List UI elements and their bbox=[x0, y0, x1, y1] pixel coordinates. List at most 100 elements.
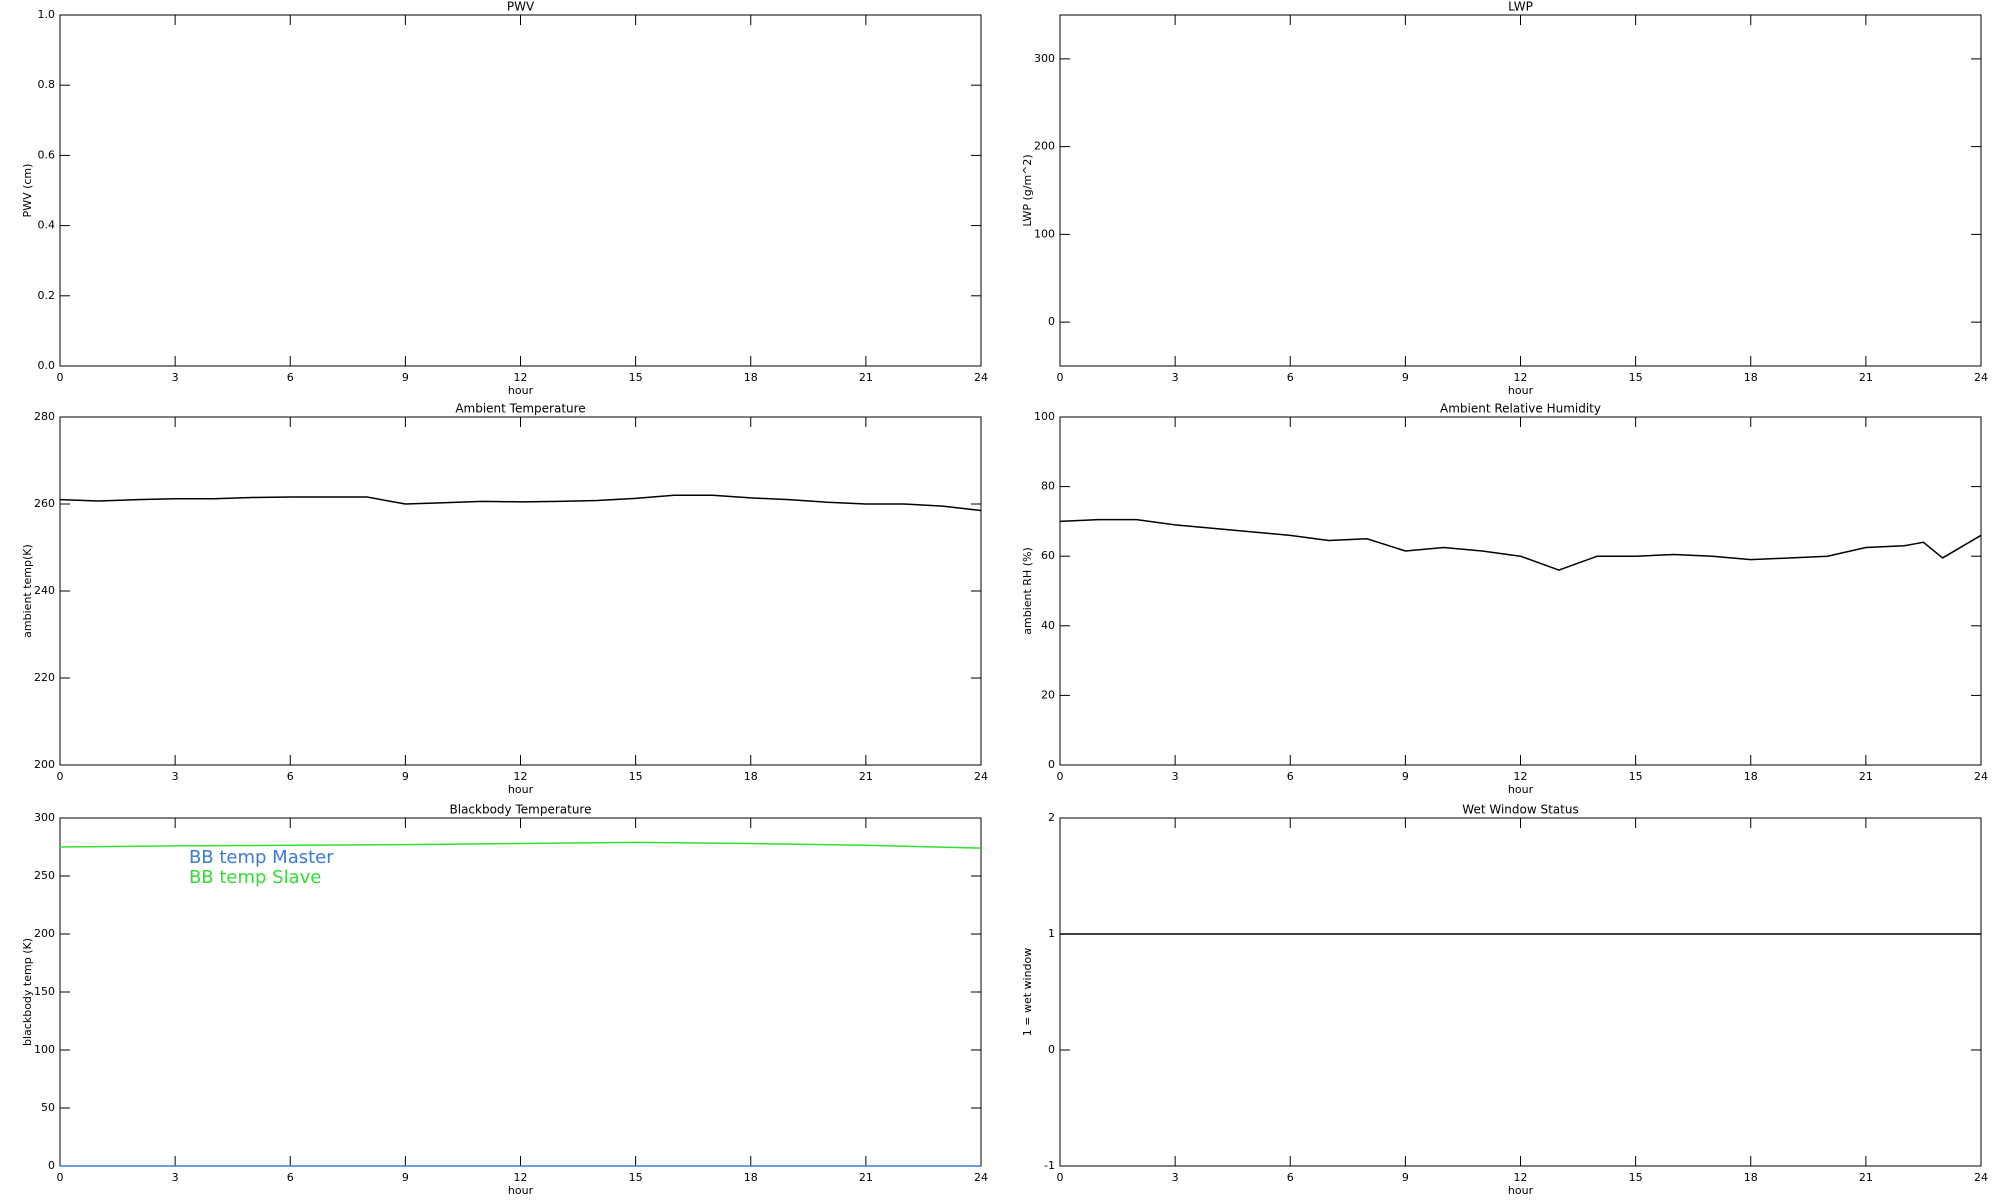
y-tick-label: 200 bbox=[34, 758, 55, 771]
x-tick-label: 15 bbox=[629, 1171, 643, 1184]
plot-frame bbox=[59, 416, 982, 766]
x-tick-label: 24 bbox=[974, 770, 988, 783]
y-tick-label: 0.8 bbox=[38, 78, 56, 91]
x-tick-label: 24 bbox=[1974, 1171, 1988, 1184]
x-tick-label: 3 bbox=[172, 770, 179, 783]
y-axis-label: LWP (g/m^2) bbox=[1021, 154, 1034, 226]
y-tick-label: 2 bbox=[1048, 811, 1055, 824]
x-tick-label: 0 bbox=[1057, 770, 1064, 783]
x-tick-label: 24 bbox=[1974, 371, 1988, 384]
x-tick-label: 9 bbox=[1402, 371, 1409, 384]
y-tick-label: 1 bbox=[1048, 927, 1055, 940]
x-tick-label: 12 bbox=[514, 371, 528, 384]
plot-frame bbox=[1059, 14, 1982, 367]
data-line bbox=[1059, 518, 1982, 571]
x-tick-label: 3 bbox=[172, 371, 179, 384]
x-tick-label: 12 bbox=[1514, 770, 1528, 783]
chart-panel: LWP hour LWP (g/m^2) 0 3 6 9 12 15 18 21 24 0 100 200 3… bbox=[1021, 0, 1988, 397]
y-tick-label: 100 bbox=[34, 1043, 55, 1056]
x-axis-label: hour bbox=[1508, 384, 1534, 397]
x-tick-label: 18 bbox=[744, 1171, 758, 1184]
x-tick-label: 15 bbox=[1629, 371, 1643, 384]
x-tick-label: 21 bbox=[859, 371, 873, 384]
plot-frame bbox=[1059, 416, 1982, 766]
x-axis-label: hour bbox=[508, 384, 534, 397]
y-tick-label: 0 bbox=[1048, 758, 1055, 771]
y-tick-label: 250 bbox=[34, 869, 55, 882]
x-axis-label: hour bbox=[1508, 1184, 1534, 1197]
chart-panel: Ambient Temperature hour ambient temp(K) 0 3… bbox=[21, 402, 988, 797]
chart-panel: Wet Window Status hour 1 = wet window 0 3 6 9 1… bbox=[1021, 803, 1988, 1198]
x-tick-label: 9 bbox=[402, 371, 409, 384]
x-tick-label: 6 bbox=[1287, 371, 1294, 384]
y-tick-label: 0.0 bbox=[38, 359, 56, 372]
y-tick-label: 40 bbox=[1041, 619, 1055, 632]
x-tick-label: 3 bbox=[172, 1171, 179, 1184]
x-tick-label: 15 bbox=[629, 371, 643, 384]
x-axis-label: hour bbox=[508, 783, 534, 796]
chart-title: PWV bbox=[507, 0, 535, 14]
y-tick-label: 1.0 bbox=[38, 8, 56, 21]
x-tick-label: 18 bbox=[1744, 371, 1758, 384]
x-tick-label: 0 bbox=[57, 770, 64, 783]
x-tick-label: 21 bbox=[859, 1171, 873, 1184]
x-tick-label: 12 bbox=[1514, 1171, 1528, 1184]
x-tick-label: 18 bbox=[1744, 1171, 1758, 1184]
y-axis-label: PWV (cm) bbox=[21, 164, 34, 218]
y-tick-label: 0 bbox=[48, 1159, 55, 1172]
x-tick-label: 9 bbox=[1402, 1171, 1409, 1184]
y-tick-label: 0.4 bbox=[38, 219, 56, 232]
y-tick-label: 220 bbox=[34, 671, 55, 684]
x-tick-label: 6 bbox=[1287, 1171, 1294, 1184]
y-tick-label: 0.2 bbox=[38, 289, 56, 302]
y-axis-label: ambient RH (%) bbox=[1021, 547, 1034, 635]
y-axis-label: blackbody temp (K) bbox=[21, 938, 34, 1046]
y-tick-label: 0 bbox=[1048, 1043, 1055, 1056]
x-tick-label: 18 bbox=[744, 371, 758, 384]
x-tick-label: 9 bbox=[1402, 770, 1409, 783]
y-axis-label: 1 = wet window bbox=[1021, 948, 1034, 1037]
y-tick-label: 260 bbox=[34, 497, 55, 510]
chart-title: LWP bbox=[1508, 0, 1533, 14]
x-tick-label: 12 bbox=[514, 1171, 528, 1184]
x-axis-label: hour bbox=[508, 1184, 534, 1197]
x-tick-label: 12 bbox=[1514, 371, 1528, 384]
y-tick-label: 280 bbox=[34, 410, 55, 423]
y-tick-label: 0 bbox=[1048, 315, 1055, 328]
x-tick-label: 24 bbox=[974, 1171, 988, 1184]
x-tick-label: 15 bbox=[629, 770, 643, 783]
x-axis-label: hour bbox=[1508, 783, 1534, 796]
x-tick-label: 0 bbox=[1057, 371, 1064, 384]
x-tick-label: 0 bbox=[57, 371, 64, 384]
x-tick-label: 3 bbox=[1172, 371, 1179, 384]
x-tick-label: 6 bbox=[1287, 770, 1294, 783]
y-tick-label: 80 bbox=[1041, 480, 1055, 493]
x-tick-label: 24 bbox=[974, 371, 988, 384]
y-tick-label: 200 bbox=[34, 927, 55, 940]
x-tick-label: 3 bbox=[1172, 1171, 1179, 1184]
chart-panel: Blackbody Temperature hour blackbody temp … bbox=[21, 803, 988, 1198]
x-tick-label: 15 bbox=[1629, 770, 1643, 783]
y-tick-label: 0.6 bbox=[38, 148, 56, 161]
data-line bbox=[59, 841, 982, 849]
x-tick-label: 6 bbox=[287, 1171, 294, 1184]
y-tick-label: 240 bbox=[34, 584, 55, 597]
plot-frame bbox=[1059, 817, 1982, 1167]
chart-panel: PWV hour PWV (cm) 0 3 6 9 12 15 18 21 24 0.0 0.2 0.4 0.… bbox=[21, 0, 988, 397]
x-tick-label: 21 bbox=[859, 770, 873, 783]
legend-entry: BB temp Slave bbox=[189, 867, 321, 888]
x-tick-label: 0 bbox=[57, 1171, 64, 1184]
chart-title: Ambient Relative Humidity bbox=[1440, 402, 1601, 416]
x-tick-label: 15 bbox=[1629, 1171, 1643, 1184]
x-tick-label: 21 bbox=[1859, 371, 1873, 384]
x-tick-label: 18 bbox=[744, 770, 758, 783]
y-tick-label: 60 bbox=[1041, 549, 1055, 562]
chart-title: Blackbody Temperature bbox=[450, 803, 592, 817]
chart-panel: Ambient Relative Humidity hour ambient RH … bbox=[1021, 402, 1988, 797]
y-tick-label: 200 bbox=[1034, 140, 1055, 153]
chart-title: Ambient Temperature bbox=[455, 402, 585, 416]
y-tick-label: 50 bbox=[41, 1101, 55, 1114]
y-tick-label: -1 bbox=[1044, 1159, 1055, 1172]
x-tick-label: 6 bbox=[287, 770, 294, 783]
